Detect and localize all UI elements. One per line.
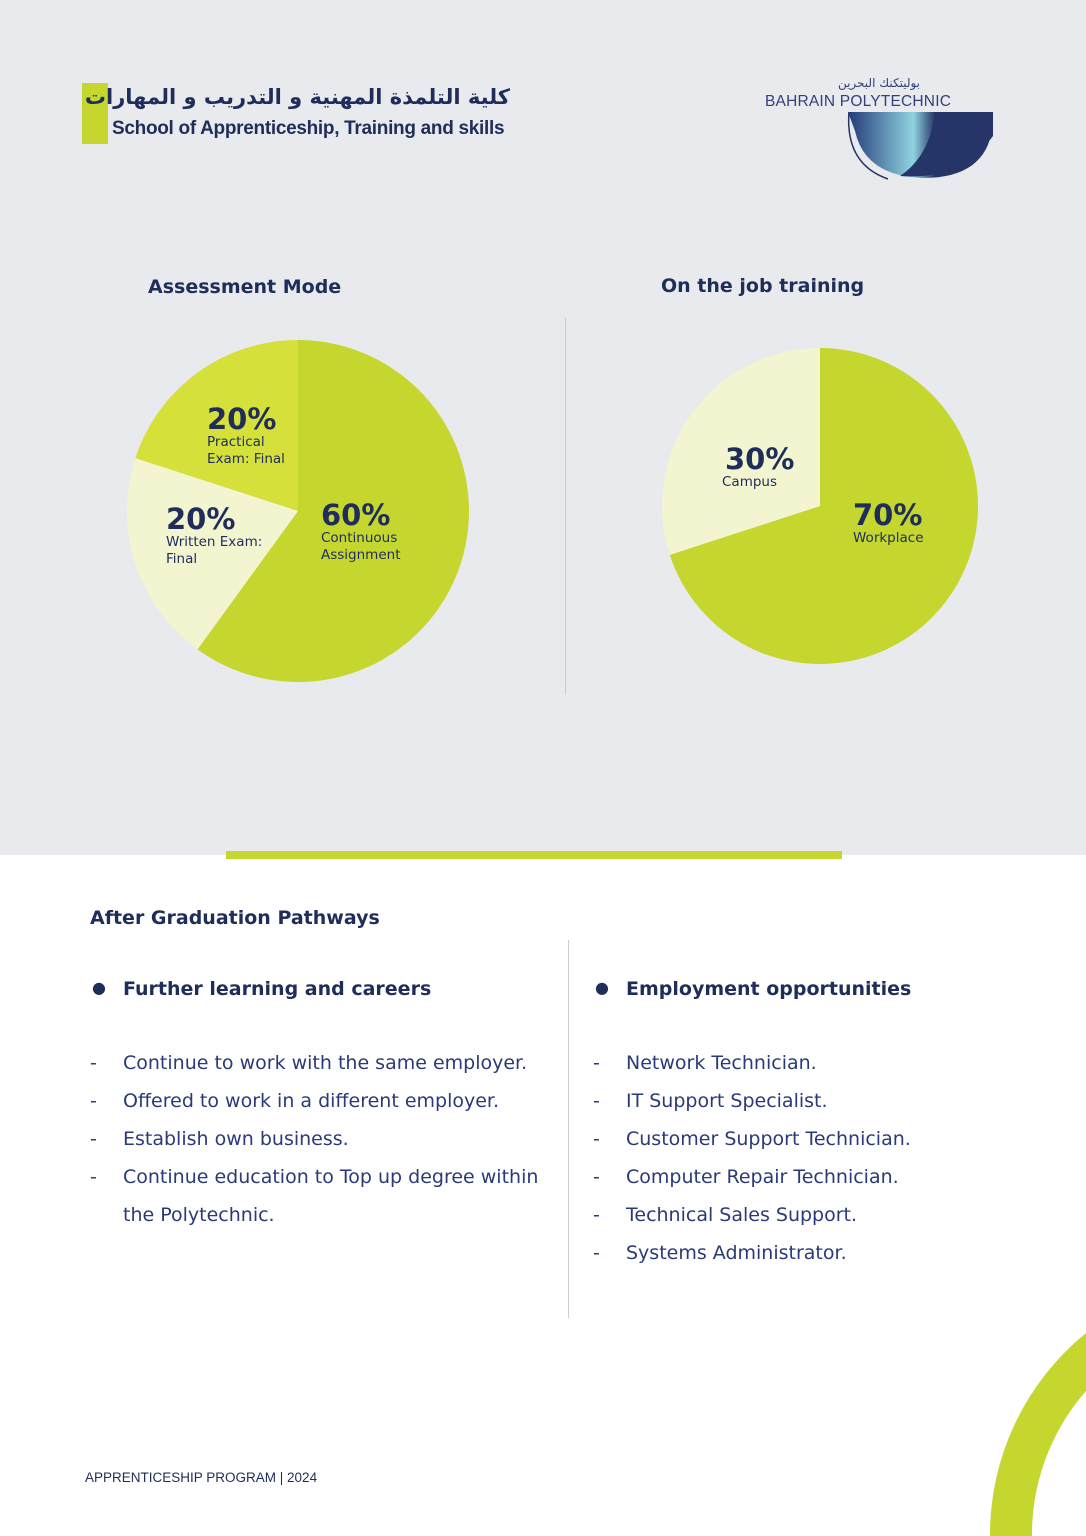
bullet-icon: ● [595, 978, 609, 997]
list-item-text: Continue to work with the same employer. [123, 1052, 528, 1074]
list-item-text: Computer Repair Technician. [626, 1166, 899, 1188]
column-heading: Further learning and careers [123, 978, 432, 1000]
footer-text: APPRENTICESHIP PROGRAM | 2024 [85, 1470, 318, 1485]
slice-text: Campus [722, 474, 778, 490]
ojt-slice-campus [662, 348, 820, 555]
slice-percent: 30% [725, 442, 795, 476]
pathways-divider [568, 940, 569, 1318]
slice-label-continuous: 60% Continuous Assignment [321, 500, 431, 564]
dash-icon: - [593, 1052, 600, 1074]
list-item: - Technical Sales Support. [593, 1196, 1063, 1234]
list-item: - Computer Repair Technician. [593, 1158, 1063, 1196]
pathways-title: After Graduation Pathways [90, 907, 380, 929]
list-item: - Establish own business. [90, 1120, 565, 1158]
dash-icon: - [90, 1166, 97, 1188]
logo-english-text: BAHRAIN POLYTECHNIC [765, 93, 952, 110]
assessment-slice-written-exam-final [126, 458, 298, 650]
list-item-text: Continue education to Top up degree with… [123, 1166, 539, 1226]
chart-title-ojt: On the job training [661, 275, 865, 297]
dash-icon: - [90, 1090, 97, 1112]
list-item-text: Technical Sales Support. [626, 1204, 858, 1226]
dash-icon: - [593, 1204, 600, 1226]
dash-icon: - [90, 1128, 97, 1150]
school-name-english: School of Apprenticeship, Training and s… [112, 118, 505, 139]
slice-percent: 60% [321, 498, 391, 532]
slice-text: Workplace [853, 530, 924, 546]
school-name-arabic: كلية التلمذة المهنية و التدريب و المهارا… [84, 85, 510, 109]
slice-label-campus: 30% Campus [722, 444, 794, 491]
slice-text: Practical Exam: Final [207, 434, 285, 467]
ojt-slice-workplace [669, 348, 979, 664]
list-item: - Systems Administrator. [593, 1234, 1063, 1272]
slice-percent: 20% [207, 402, 277, 436]
dash-icon: - [90, 1052, 97, 1074]
slice-text: Continuous Assignment [321, 530, 401, 563]
slice-label-workplace: 70% Workplace [853, 500, 924, 547]
chart-title-assessment: Assessment Mode [148, 276, 342, 298]
list-item: - Network Technician. [593, 1044, 1063, 1082]
list-item: - Customer Support Technician. [593, 1120, 1063, 1158]
bullet-icon: ● [92, 978, 106, 997]
list-item-text: Systems Administrator. [626, 1242, 847, 1264]
header-accent-bar [82, 83, 108, 144]
list-item: - Continue to work with the same employer… [90, 1044, 565, 1082]
list-item: - Continue education to Top up degree wit… [90, 1158, 565, 1234]
list-item: - Offered to work in a different employer… [90, 1082, 565, 1120]
assessment-pie-chart [126, 340, 979, 683]
pathways-left-column: ● Further learning and careers - Continue … [90, 978, 565, 1234]
dash-icon: - [593, 1128, 600, 1150]
section-divider-bar [226, 851, 842, 859]
column-heading: Employment opportunities [626, 978, 912, 1000]
logo-arabic-text: بوليتكنك البحرين [837, 76, 921, 90]
slice-text: Written Exam: Final [166, 534, 263, 567]
chart-divider [565, 318, 566, 695]
slice-percent: 70% [853, 498, 923, 532]
slice-label-written: 20% Written Exam: Final [166, 504, 266, 568]
bahrain-polytechnic-logo: بوليتكنك البحرين BAHRAIN POLYTECHNIC [760, 76, 1000, 186]
dash-icon: - [593, 1166, 600, 1188]
list-item-text: Establish own business. [123, 1128, 349, 1150]
dash-icon: - [593, 1090, 600, 1112]
list-item-text: Customer Support Technician. [626, 1128, 911, 1150]
slice-percent: 20% [166, 502, 236, 536]
dash-icon: - [593, 1242, 600, 1264]
assessment-slice-continuous-assignment [197, 340, 470, 683]
logo-shield-icon [847, 111, 994, 180]
list-item: - IT Support Specialist. [593, 1082, 1063, 1120]
list-item-text: Network Technician. [626, 1052, 817, 1074]
list-item-text: Offered to work in a different employer. [123, 1090, 500, 1112]
list-item-text: IT Support Specialist. [626, 1090, 828, 1112]
slice-label-practical: 20% Practical Exam: Final [207, 404, 307, 468]
pathways-right-column: ● Employment opportunities - Network Techn… [593, 978, 1063, 1272]
assessment-slice-practical-exam-final [135, 340, 298, 511]
